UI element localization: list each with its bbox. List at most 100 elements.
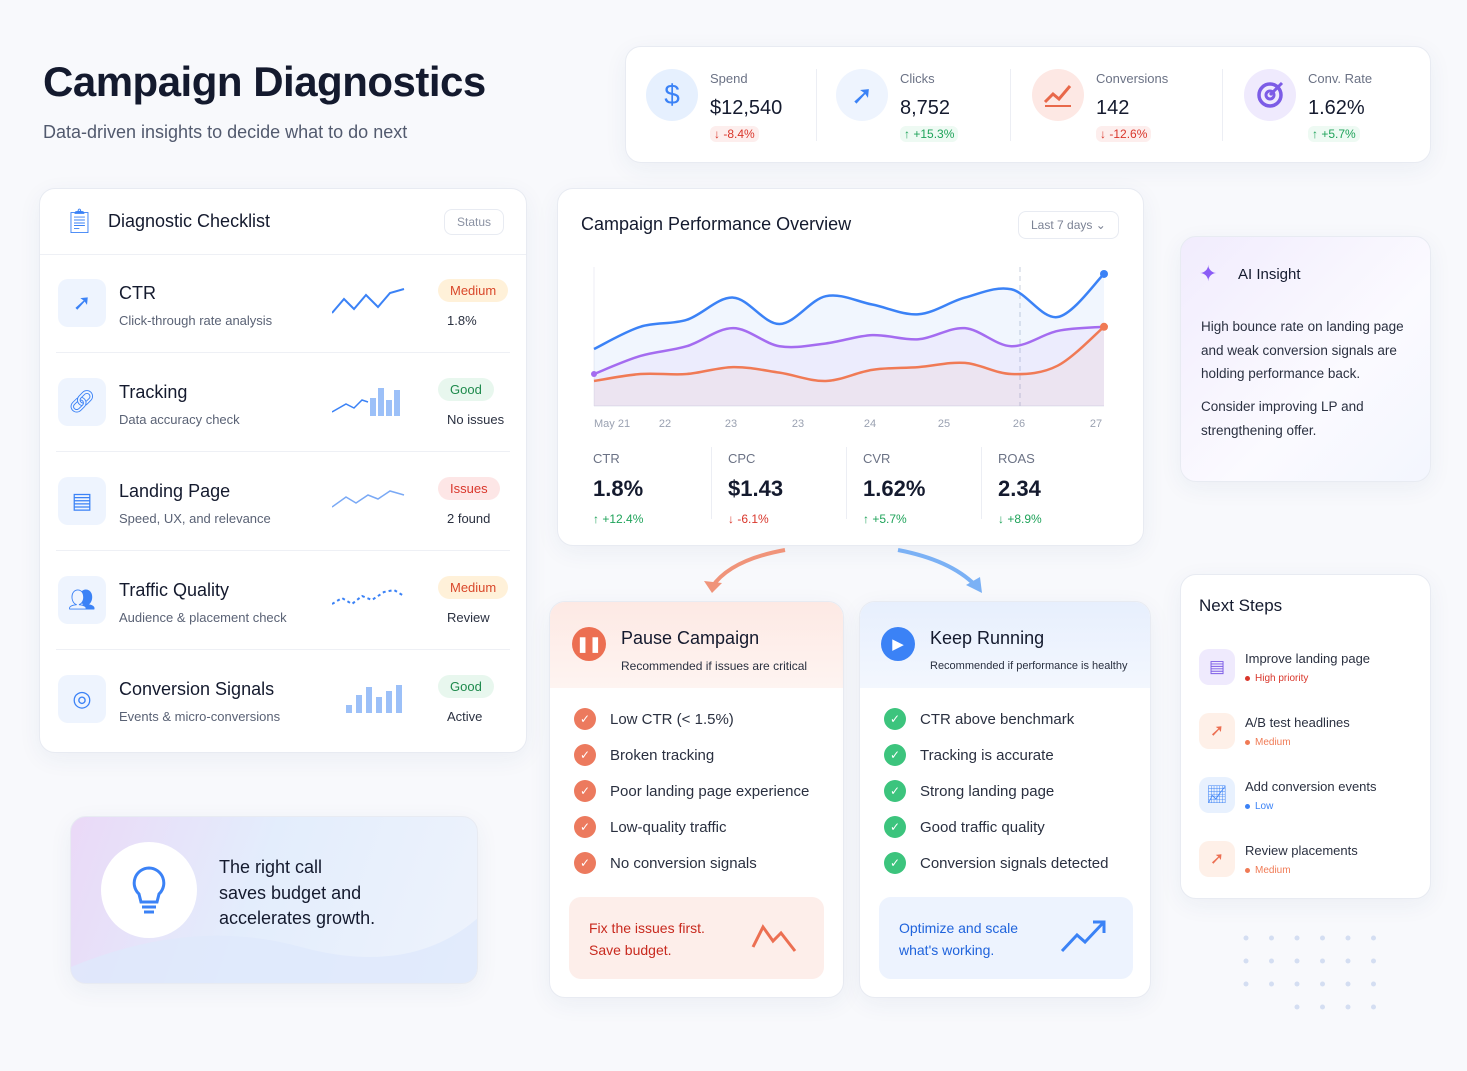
- kpi-delta-value: +5.7%: [1321, 127, 1356, 141]
- sparkline: [346, 685, 402, 713]
- decorative-dot: [1294, 1004, 1300, 1010]
- status-badge: Issues: [438, 477, 500, 500]
- metric-delta: ↑ +5.7%: [863, 512, 907, 526]
- status-value: 1.8%: [447, 313, 477, 328]
- checklist-item-tracking[interactable]: 🔗︎ Tracking Data accuracy check Good No …: [56, 354, 510, 452]
- browser-window-icon: ▤: [1199, 649, 1235, 685]
- decorative-dot: [1243, 981, 1249, 987]
- metric-delta: ↓ +8.9%: [998, 512, 1042, 526]
- keep-criteria-item: ✓ Strong landing page: [884, 780, 1054, 802]
- criteria-text: Low-quality traffic: [610, 818, 727, 836]
- next-steps-title: Next Steps: [1199, 596, 1283, 615]
- item-description: Events & micro-conversions: [119, 709, 281, 724]
- trend-up-chart-icon: 📈︎: [1199, 777, 1235, 813]
- criteria-text: Tracking is accurate: [920, 746, 1054, 764]
- trend-down-icon: [751, 924, 797, 952]
- next-step-item[interactable]: ▤ Improve landing page High priority: [1199, 649, 1419, 705]
- metric-value: 2.34: [998, 476, 1041, 501]
- metric-delta-value: -6.1%: [737, 512, 769, 526]
- decorative-dot: [1269, 935, 1274, 941]
- check-circle-icon: ✓: [574, 744, 596, 766]
- sparkline: [332, 588, 405, 606]
- x-tick-label: 27: [1090, 418, 1102, 430]
- next-steps-card: Next Steps ▤ Improve landing page High p…: [1180, 574, 1431, 899]
- metric-delta-value: +12.4%: [602, 512, 644, 526]
- status-badge: Good: [438, 378, 494, 401]
- kpi-delta: ↑ +5.7%: [1308, 126, 1360, 142]
- checklist-item-conversion-signals[interactable]: ◎ Conversion Signals Events & micro-conv…: [56, 651, 510, 749]
- performance-title: Campaign Performance Overview: [581, 214, 852, 234]
- priority-text: Low: [1255, 801, 1274, 812]
- metric-label: ROAS: [998, 451, 1035, 466]
- decorative-dot: [1345, 981, 1351, 987]
- callout-line: accelerates growth.: [219, 908, 376, 928]
- criteria-text: CTR above benchmark: [920, 710, 1075, 728]
- kpi-value: 8,752: [900, 97, 951, 119]
- next-step-item[interactable]: ➚ Review placements Medium: [1199, 841, 1419, 897]
- priority-label: Medium: [1245, 865, 1291, 876]
- kpi-value: 142: [1096, 97, 1130, 119]
- item-description: Click-through rate analysis: [119, 313, 273, 328]
- callout-banner: The right call saves budget and accelera…: [70, 816, 478, 984]
- kpi-delta-value: +15.3%: [913, 127, 955, 141]
- x-tick-label: 23: [792, 418, 804, 430]
- pause-icon[interactable]: ❚❚: [572, 627, 606, 661]
- pause-criteria-item: ✓ Poor landing page experience: [574, 780, 809, 802]
- check-circle-icon: ✓: [884, 744, 906, 766]
- kpi-clicks: ➚ Clicks 8,752 ↑ +15.3%: [816, 47, 1006, 163]
- arrow-head-icon: [966, 577, 982, 593]
- checklist-item-ctr[interactable]: ➚ CTR Click-through rate analysis Medium…: [56, 255, 510, 353]
- item-title: CTR: [119, 283, 156, 303]
- item-title: Landing Page: [119, 481, 231, 501]
- metric-value: $1.43: [728, 476, 784, 501]
- decorative-dot: [1320, 958, 1325, 964]
- decorative-dot: [1371, 981, 1376, 987]
- checklist-item-traffic-quality[interactable]: 👥︎ Traffic Quality Audience & placement …: [56, 552, 510, 650]
- performance-chart: May 21 22 23 23 24 25 26 27: [591, 267, 1108, 430]
- series-endpoint: [1100, 322, 1108, 331]
- series-area: [594, 326, 1104, 406]
- decorative-dot: [1345, 958, 1351, 964]
- keep-criteria-item: ✓ Conversion signals detected: [884, 852, 1108, 874]
- decorative-dot: [1294, 981, 1300, 987]
- next-step-item[interactable]: 📈︎ Add conversion events Low: [1199, 777, 1419, 833]
- decorative-dot: [1320, 935, 1325, 941]
- decorative-dot: [1320, 981, 1325, 987]
- pause-footer-line: Save budget.: [589, 942, 672, 958]
- page-subtitle: Data-driven insights to decide what to d…: [43, 122, 408, 142]
- decorative-dot: [1320, 1004, 1325, 1010]
- trend-up-chart-icon: [1032, 69, 1084, 121]
- item-title: Conversion Signals: [119, 679, 275, 699]
- decorative-dot: [1371, 958, 1376, 964]
- cursor-click-icon: ➚: [836, 69, 888, 121]
- sparkline: [332, 288, 405, 314]
- next-step-title: Add conversion events: [1245, 779, 1377, 794]
- checklist-item-landing-page[interactable]: ▤ Landing Page Speed, UX, and relevance …: [56, 453, 510, 551]
- kpi-spend: $ Spend $12,540 ↓ -8.4%: [626, 47, 816, 163]
- metric-label: CVR: [863, 451, 891, 466]
- kpi-delta: ↓ -8.4%: [710, 126, 759, 142]
- priority-label: Low: [1245, 801, 1273, 812]
- priority-text: Medium: [1255, 737, 1291, 748]
- metric-label: CPC: [728, 451, 756, 466]
- criteria-text: Poor landing page experience: [610, 782, 810, 800]
- decorative-dot: [1269, 958, 1274, 964]
- kpi-value: 1.62%: [1308, 97, 1365, 119]
- kpi-bar: $ Spend $12,540 ↓ -8.4% ➚ Clicks 8,752 ↑…: [625, 46, 1431, 163]
- status-value: No issues: [447, 412, 505, 427]
- insight-title: AI Insight: [1238, 266, 1301, 283]
- decorative-dot: [1269, 981, 1274, 987]
- metric-delta-value: +5.7%: [872, 512, 907, 526]
- metric-delta-value: +8.9%: [1007, 512, 1042, 526]
- keep-footer-line: Optimize and scale: [899, 920, 1019, 936]
- decorative-dot: [1371, 935, 1376, 941]
- series-line: [593, 325, 1105, 383]
- x-tick-label: May 21: [594, 418, 630, 430]
- play-icon[interactable]: ▶: [881, 627, 915, 661]
- priority-label: Medium: [1245, 737, 1291, 748]
- next-step-item[interactable]: ➚ A/B test headlines Medium: [1199, 713, 1419, 769]
- date-range-dropdown[interactable]: Last 7 days ⌄: [1018, 211, 1119, 239]
- series-line: [593, 325, 1105, 376]
- keep-title: Keep Running: [930, 628, 1045, 648]
- dollar-icon: $: [646, 69, 698, 121]
